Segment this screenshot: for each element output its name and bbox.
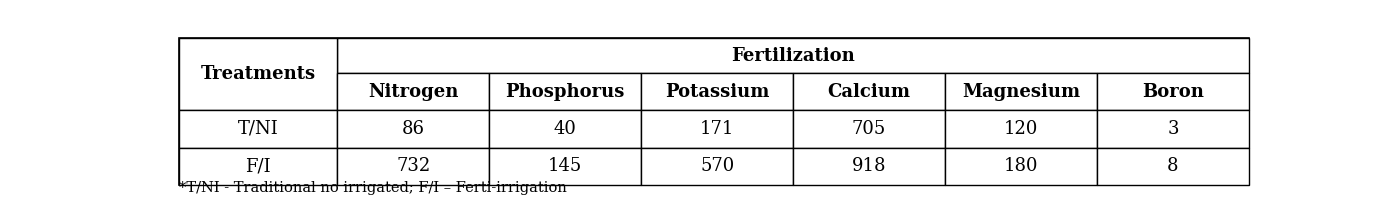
Text: Calcium: Calcium [827,83,910,101]
Text: 8: 8 [1168,157,1179,175]
Text: Fertilization: Fertilization [731,47,855,65]
Bar [179,38,1248,185]
Text: Potassium: Potassium [664,83,770,101]
Bar [945,110,1097,147]
Text: Magnesium: Magnesium [962,83,1080,101]
Bar [641,73,794,110]
Text: 145: 145 [548,157,582,175]
Bar [794,110,945,147]
Text: *T/NI - Traditional no irrigated; F/I – Ferti-irrigation: *T/NI - Traditional no irrigated; F/I – … [179,181,567,195]
Text: Nitrogen: Nitrogen [368,83,459,101]
Text: 732: 732 [396,157,431,175]
Bar [179,38,338,110]
Bar [1097,110,1248,147]
Text: 120: 120 [1004,120,1038,138]
Text: Treatments: Treatments [200,65,316,83]
Text: Boron: Boron [1143,83,1204,101]
Bar [179,110,338,147]
Bar [338,110,489,147]
Bar [338,147,489,185]
Bar [338,73,489,110]
Text: 86: 86 [402,120,425,138]
Text: 570: 570 [701,157,734,175]
Bar [945,147,1097,185]
Text: 171: 171 [701,120,734,138]
Bar [641,110,794,147]
Bar [338,38,1248,73]
Bar [1097,147,1248,185]
Bar [179,147,338,185]
Bar [489,147,641,185]
Text: 40: 40 [553,120,577,138]
Bar [945,73,1097,110]
Bar [489,73,641,110]
Text: F/I: F/I [246,157,271,175]
Text: T/NI: T/NI [238,120,278,138]
Text: 3: 3 [1168,120,1179,138]
Bar [641,147,794,185]
Text: 918: 918 [852,157,887,175]
Text: Phosphorus: Phosphorus [506,83,626,101]
Bar [489,110,641,147]
Text: 180: 180 [1004,157,1038,175]
Bar [1097,73,1248,110]
Bar [794,147,945,185]
Bar [794,73,945,110]
Text: 705: 705 [852,120,887,138]
